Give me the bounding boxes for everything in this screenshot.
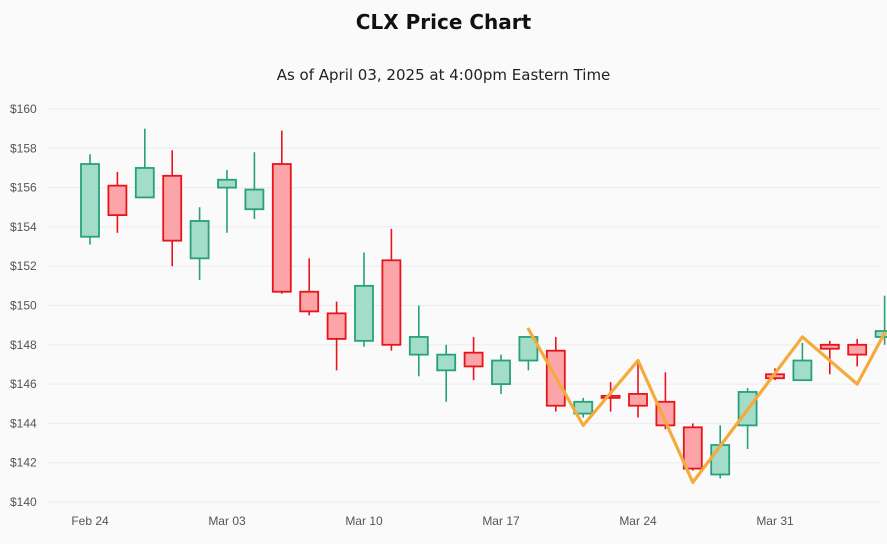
candle-down	[299, 258, 320, 316]
candle-down	[628, 362, 648, 418]
candle-body	[381, 259, 402, 346]
candle-up	[244, 152, 265, 220]
candle-body	[244, 188, 265, 211]
candle-down	[682, 423, 703, 471]
y-tick-label: $146	[10, 377, 37, 391]
candle-body	[628, 393, 648, 407]
candle-up	[518, 336, 539, 371]
y-tick-label: $148	[10, 338, 37, 352]
candle-body	[189, 220, 210, 260]
candle-up	[491, 354, 511, 394]
x-tick-label: Mar 03	[208, 514, 246, 528]
candle-body	[874, 330, 887, 338]
candle-body	[326, 312, 347, 340]
y-axis-ticks: $140 $142 $144 $146 $148 $150 $152 $154 $156 $158…	[10, 102, 37, 509]
candles	[80, 128, 887, 479]
candle-body	[847, 343, 868, 356]
y-tick-label: $142	[10, 456, 37, 470]
candle-body	[518, 336, 539, 362]
y-tick-label: $160	[10, 102, 37, 116]
candle-up	[354, 252, 374, 347]
candle-body	[792, 359, 813, 382]
x-tick-label: Mar 24	[619, 514, 657, 528]
candle-body	[600, 394, 621, 399]
y-tick-label: $144	[10, 416, 37, 430]
x-axis-ticks: Feb 24 Mar 03 Mar 10 Mar 17 Mar 24 Mar 31	[71, 514, 794, 528]
candle-up	[217, 169, 237, 233]
candle-down	[819, 340, 840, 375]
candle-body	[408, 336, 429, 356]
chart-subtitle: As of April 03, 2025 at 4:00pm Eastern T…	[276, 66, 611, 84]
y-tick-label: $140	[10, 495, 37, 509]
candle-down	[107, 171, 128, 233]
y-tick-label: $150	[10, 299, 37, 313]
candle-down	[381, 228, 402, 351]
y-tick-label: $156	[10, 181, 37, 195]
candle-body	[80, 163, 100, 238]
candle-body	[271, 163, 292, 293]
candle-body	[299, 290, 320, 313]
candle-up	[874, 295, 887, 345]
x-tick-label: Mar 31	[756, 514, 794, 528]
candle-body	[682, 426, 703, 470]
candle-up	[134, 128, 155, 199]
candle-body	[491, 359, 511, 385]
gridlines	[48, 108, 880, 503]
candle-down	[326, 301, 347, 371]
candle-body	[162, 174, 183, 242]
candle-body	[819, 343, 840, 350]
candle-up	[436, 344, 457, 402]
candle-up	[80, 154, 100, 245]
candle-body	[107, 184, 128, 217]
candle-down	[600, 382, 621, 412]
chart-title: CLX Price Chart	[355, 10, 532, 34]
candle-body	[217, 178, 237, 189]
candle-down	[847, 338, 868, 367]
x-tick-label: Mar 17	[482, 514, 520, 528]
x-tick-label: Mar 10	[345, 514, 383, 528]
overlay-line	[526, 327, 887, 484]
candle-down	[463, 336, 484, 381]
candle-body	[436, 353, 457, 372]
candle-down	[162, 150, 183, 267]
candle-down	[271, 130, 292, 294]
overlay-line-group	[526, 327, 887, 484]
y-tick-label: $158	[10, 141, 37, 155]
candle-up	[792, 342, 813, 382]
y-tick-label: $152	[10, 259, 37, 273]
candle-up	[408, 305, 429, 377]
y-tick-label: $154	[10, 220, 37, 234]
candle-body	[463, 351, 484, 368]
candle-up	[189, 207, 210, 280]
candle-body	[710, 444, 731, 476]
candle-body	[354, 284, 374, 342]
candle-body	[134, 167, 155, 199]
x-tick-label: Feb 24	[71, 514, 109, 528]
